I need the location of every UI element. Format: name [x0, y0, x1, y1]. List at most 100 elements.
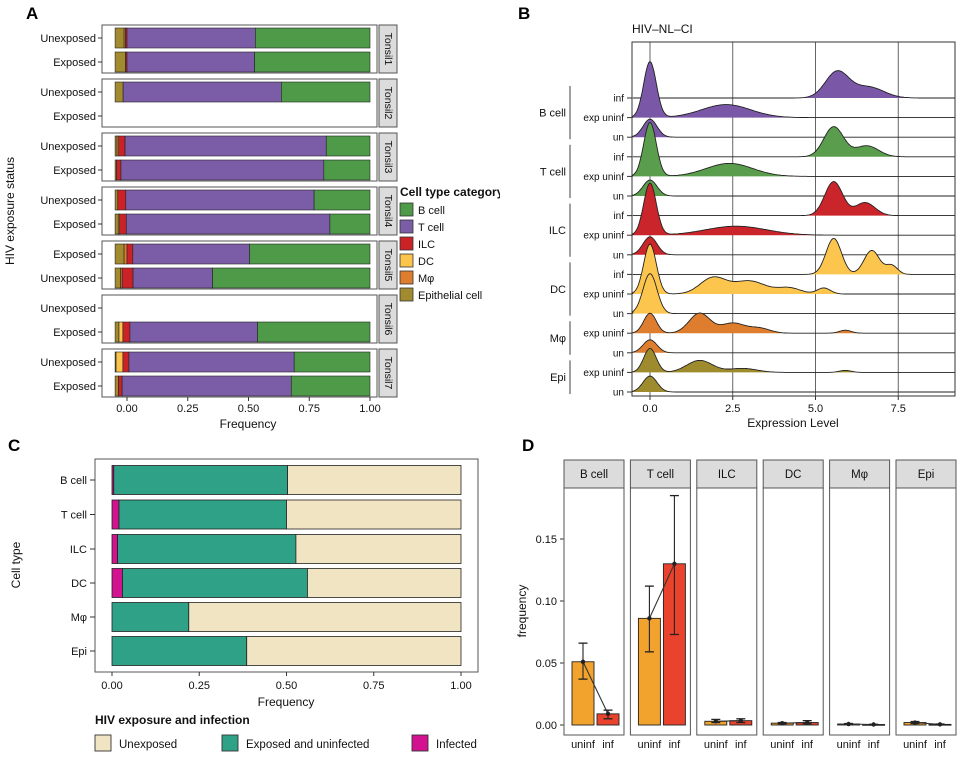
row-label: Unexposed [40, 195, 96, 207]
facet-strip-label: DC [785, 469, 802, 481]
bar-segment-exp [122, 568, 308, 598]
y-tick-label: 0.05 [536, 658, 557, 670]
facet-panel-border [101, 294, 378, 344]
bar-segment-b [255, 27, 371, 49]
bar-segment-dc [118, 321, 124, 343]
mean-point [580, 659, 586, 664]
x-tick-label: 0.75 [299, 403, 320, 415]
x-tick-label: 0.00 [101, 680, 122, 692]
bar-segment-t [132, 267, 213, 289]
bar-segment-b [212, 267, 371, 289]
row-label: Unexposed [40, 141, 96, 153]
facet-panel-border [629, 487, 691, 736]
legend-swatch-dc [399, 253, 414, 268]
ridge-row-label: inf [613, 211, 624, 222]
bar-segment-inf [111, 534, 118, 564]
bar-segment-t [132, 243, 250, 265]
bar-segment-t [126, 27, 256, 49]
bar-segment-b [257, 321, 371, 343]
ridge-ilc-inf [632, 181, 955, 217]
bar-segment-un [287, 465, 462, 495]
bar-segment-ilc [118, 135, 126, 157]
bar-segment-exp [111, 602, 190, 632]
x-tick-label: 2.5 [725, 403, 740, 415]
bar-segment-t [129, 321, 258, 343]
ridge-row-label: inf [613, 270, 624, 281]
panel-d-letter: D [522, 436, 535, 455]
x-tick-label: 1.00 [450, 680, 471, 692]
x-tick-label: 5.0 [808, 403, 823, 415]
facet-strip [378, 132, 398, 182]
facet-strip-label: B cell [580, 469, 608, 481]
facet-strip [378, 186, 398, 236]
ridge-ilc-un [632, 236, 955, 256]
row-label: Exposed [53, 327, 96, 339]
bar-segment-b [249, 243, 371, 265]
ridge-b-cell-un [632, 118, 955, 138]
bar-segment-inf [111, 568, 123, 598]
group-label: Mφ [550, 333, 566, 345]
point-connector-line [582, 661, 609, 715]
bar-segment-epi [114, 213, 119, 235]
legend-label: B cell [418, 205, 445, 217]
x-category-label: uninf [837, 739, 862, 751]
facet-strip [378, 348, 398, 398]
x-tick-label: 0.25 [177, 403, 198, 415]
bar-segment-t [122, 81, 282, 103]
group-label: B cell [539, 108, 566, 120]
facet-strip-label: Tonsil6 [382, 303, 394, 336]
x-category-label: uninf [571, 739, 596, 751]
legend-swatch-t [399, 219, 414, 234]
mean-point [912, 720, 918, 725]
row-label: Unexposed [40, 303, 96, 315]
x-category-label: uninf [770, 739, 795, 751]
row-label: Unexposed [40, 33, 96, 45]
mean-point [738, 718, 743, 723]
ridge-row-label: exp uninf [583, 290, 624, 301]
legend-title: Cell type category [400, 185, 500, 199]
legend-label: T cell [418, 222, 444, 234]
x-tick-label: 1.00 [359, 403, 380, 415]
panel-border [631, 41, 956, 397]
panel-c-letter: C [8, 436, 21, 455]
legend-label: ILC [418, 239, 435, 251]
legend-label: Mφ [418, 273, 434, 285]
panel-a-letter: A [26, 4, 39, 23]
x-axis-title: Frequency [220, 417, 277, 431]
mean-point [672, 561, 677, 566]
x-category-label: inf [801, 739, 814, 751]
bar-segment-ilc [116, 159, 122, 181]
bar-segment-exp [113, 465, 288, 495]
ridge-row-label: exp uninf [583, 368, 624, 379]
x-tick-label: 0.50 [238, 403, 259, 415]
facet-strip-label: Tonsil4 [382, 195, 394, 228]
mean-point [846, 721, 851, 727]
ridge-row-label: un [613, 192, 624, 203]
ridge-b-cell-inf [632, 70, 955, 99]
legend-label: DC [418, 256, 434, 268]
facet-strip [378, 24, 398, 74]
y-tick-label: 0.10 [536, 596, 557, 608]
bar-segment-ilc [118, 375, 123, 397]
panel-b-chart: B cell inf exp uninf un T cell inf exp uninf un… [539, 22, 956, 430]
bar-segment-ilc [122, 351, 130, 373]
bar-segment-b [325, 135, 371, 157]
legend-label: Infected [436, 739, 477, 751]
bar-segment-b [293, 351, 371, 373]
group-label: Epi [550, 372, 566, 384]
row-label: Exposed [53, 219, 96, 231]
panel-b-title: HIV–NL–CI [632, 22, 693, 36]
row-label: Exposed [53, 249, 96, 261]
ridge-t-cell-exp-uninf [632, 121, 955, 177]
facet-panel-border [696, 487, 758, 736]
legend-swatch-epi [399, 287, 414, 302]
bar-segment-epi [114, 267, 121, 289]
bar-segment-epi [114, 27, 125, 49]
facet-panel-border [895, 487, 957, 736]
bar-segment-t [125, 189, 315, 211]
x-category-label: inf [735, 739, 748, 751]
legend-swatch-ilc [399, 236, 414, 251]
facet-strip-label: Tonsil1 [382, 33, 394, 66]
ridge-row-label: un [613, 133, 624, 144]
